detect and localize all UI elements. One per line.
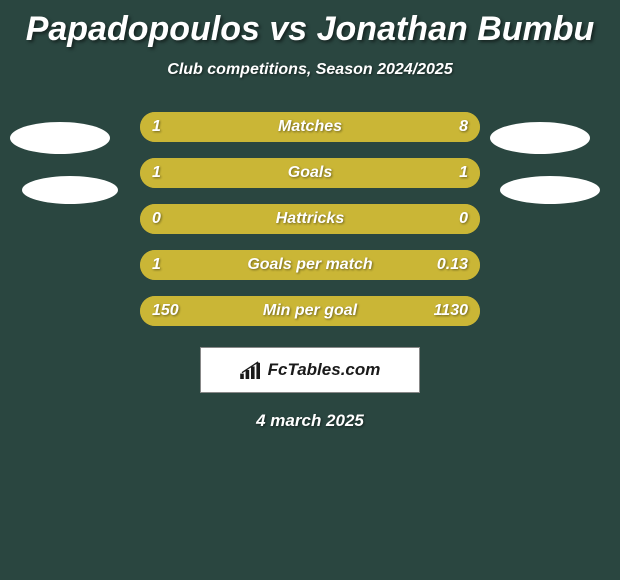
comparison-subtitle: Club competitions, Season 2024/2025 bbox=[0, 61, 620, 79]
stat-row: Matches18 bbox=[0, 109, 620, 145]
comparison-title: Papadopoulos vs Jonathan Bumbu bbox=[0, 0, 620, 49]
bar-fill-right bbox=[310, 158, 480, 188]
stat-row: Min per goal1501130 bbox=[0, 293, 620, 329]
stats-container: Matches18 Goals11 Hattricks00 Goals per mat… bbox=[0, 109, 620, 329]
bar-fill-left bbox=[140, 204, 310, 234]
bar-fill-left bbox=[140, 296, 181, 326]
logo-box: FcTables.com bbox=[200, 347, 420, 393]
bar-track bbox=[140, 296, 480, 326]
bar-track bbox=[140, 204, 480, 234]
bar-track bbox=[140, 250, 480, 280]
bar-track bbox=[140, 158, 480, 188]
bar-fill-left bbox=[140, 158, 310, 188]
chart-icon bbox=[240, 361, 262, 379]
stat-row: Goals11 bbox=[0, 155, 620, 191]
stat-row: Goals per match10.13 bbox=[0, 247, 620, 283]
stat-row: Hattricks00 bbox=[0, 201, 620, 237]
bar-fill-right bbox=[181, 296, 480, 326]
bar-fill-left bbox=[140, 250, 402, 280]
logo-text: FcTables.com bbox=[268, 360, 381, 380]
bar-fill-right bbox=[310, 204, 480, 234]
bar-fill-left bbox=[140, 112, 177, 142]
bar-fill-right bbox=[402, 250, 480, 280]
bar-fill-right bbox=[177, 112, 480, 142]
bar-track bbox=[140, 112, 480, 142]
comparison-date: 4 march 2025 bbox=[0, 411, 620, 431]
